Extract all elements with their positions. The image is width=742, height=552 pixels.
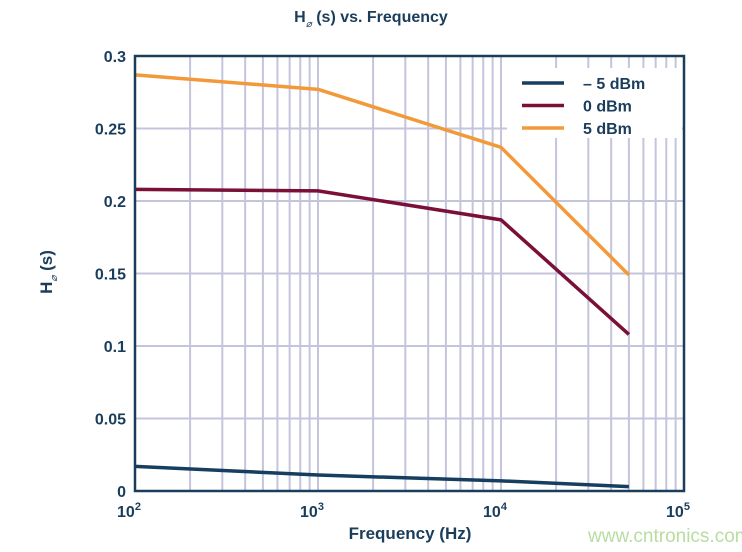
- y-tick-label: 0.25: [95, 122, 126, 139]
- y-tick-label: 0.05: [95, 412, 126, 429]
- plot-frame: [133, 54, 686, 493]
- legend-label: – 5 dBm: [583, 76, 645, 93]
- series-line: [134, 73, 631, 277]
- x-tick-label: 102: [117, 501, 141, 521]
- grid: [135, 56, 684, 491]
- series-line: [134, 187, 631, 336]
- y-axis-label: H⌀ (s): [37, 250, 60, 294]
- chart-title: H⌀ (s) vs. Frequency: [294, 9, 448, 30]
- series-line: [134, 464, 629, 489]
- y-tick-label: 0.3: [104, 49, 126, 66]
- x-tick-label: 104: [483, 501, 508, 521]
- legend-label: 0 dBm: [583, 99, 632, 116]
- y-tick-label: 0.1: [104, 339, 126, 356]
- y-tick-labels: 0 0.05 0.1 0.15 0.2 0.25 0.3: [95, 49, 126, 501]
- watermark: www.cntronics.com: [587, 526, 742, 547]
- x-tick-labels: 102 103 104 105: [117, 501, 690, 521]
- x-tick-label: 105: [666, 501, 690, 521]
- y-tick-label: 0.15: [95, 267, 126, 284]
- y-tick-label: 0.2: [104, 194, 126, 211]
- y-tick-label: 0: [117, 484, 126, 501]
- x-tick-label: 103: [300, 501, 324, 521]
- legend: – 5 dBm 0 dBm 5 dBm: [507, 68, 682, 138]
- legend-label: 5 dBm: [583, 121, 632, 138]
- x-axis-label: Frequency (Hz): [349, 524, 472, 543]
- series-lines: [134, 73, 631, 489]
